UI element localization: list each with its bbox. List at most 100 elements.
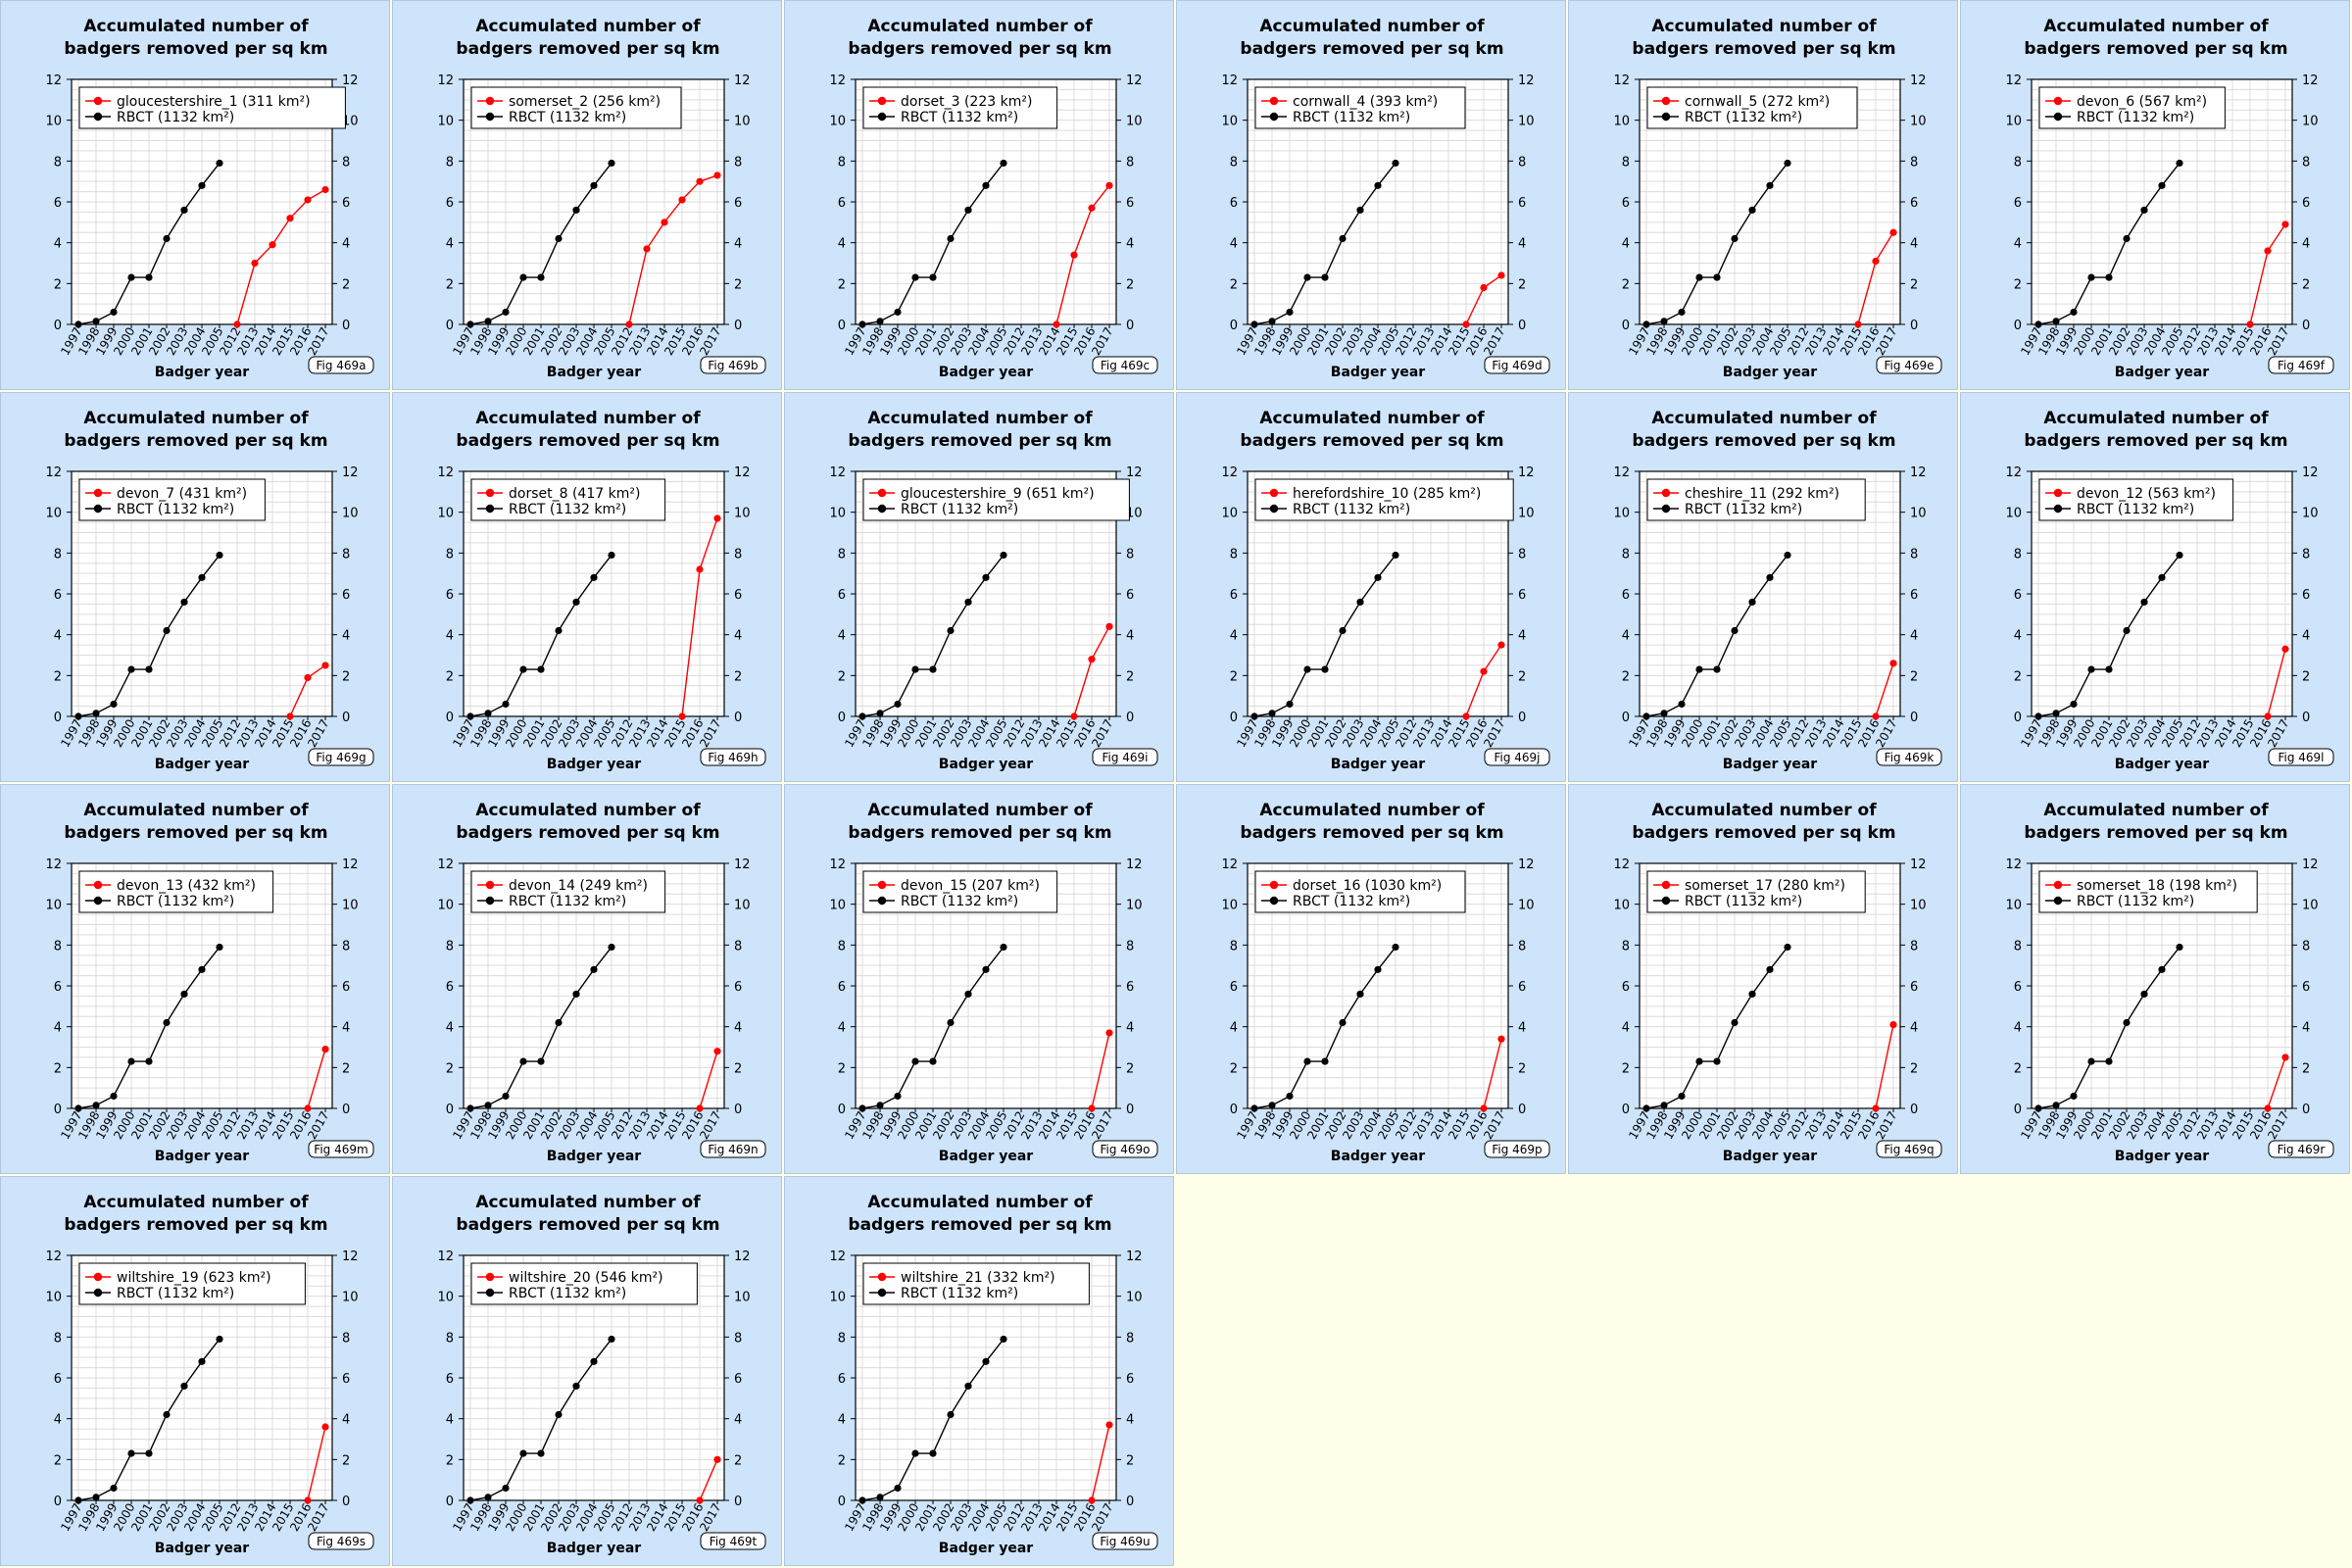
legend-marker [1269,896,1279,906]
data-point [321,1045,329,1054]
figure-label-badge [1092,1140,1158,1158]
y-tick-label-right: 0 [1910,710,1918,725]
figure-label-badge [700,1532,766,1550]
data-point [1268,318,1276,325]
legend-box [862,478,1130,521]
y-tick-label-right: 4 [1126,1021,1134,1036]
x-axis-label: Badger year [939,365,1034,380]
x-axis-label: Badger year [2115,365,2210,380]
legend-label: devon_13 (432 km²) [117,878,256,894]
data-point [2087,665,2095,673]
data-point [1497,271,1505,279]
chart-title: Accumulated number of [2043,17,2269,36]
chart-title: badgers removed per sq km [456,431,719,451]
y-tick-label-right: 2 [342,1453,350,1468]
y-tick-label-left: 8 [54,547,62,562]
data-point [110,308,118,317]
chart-title: Accumulated number of [1651,801,1877,820]
data-point [127,273,135,281]
chart-title: badgers removed per sq km [848,431,1111,451]
data-point [572,990,580,998]
data-point [145,273,153,281]
y-tick-label-left: 0 [446,1102,454,1117]
y-tick-label-left: 10 [2005,899,2022,913]
y-tick-label-left: 8 [838,939,846,954]
legend-box [78,1262,306,1305]
data-point [2034,1104,2042,1112]
y-tick-label-right: 2 [1518,277,1526,292]
y-tick-label-left: 8 [1230,155,1238,170]
legend-marker [485,896,495,906]
data-point [947,1018,955,1027]
y-tick-label-left: 8 [1622,939,1630,954]
chart-title: badgers removed per sq km [1632,823,1895,843]
y-tick-label-left: 2 [1622,277,1630,292]
data-point [608,1335,615,1344]
y-tick-label-left: 4 [1622,237,1630,252]
data-point [1339,234,1347,243]
y-tick-label-left: 10 [1613,115,1630,129]
legend-marker [485,880,495,890]
data-point [1695,273,1703,281]
data-point [1053,320,1060,328]
data-point [1854,320,1862,328]
data-point [947,1410,955,1419]
y-tick-label-right: 12 [1126,1250,1143,1264]
chart-title: badgers removed per sq km [848,39,1111,59]
y-tick-label-right: 12 [734,466,751,480]
legend-label: cornwall_4 (393 km²) [1293,94,1438,110]
y-tick-label-right: 2 [342,669,350,684]
y-tick-label-right: 6 [2302,196,2310,211]
data-point [519,1449,527,1457]
data-point [2052,318,2060,325]
y-tick-label-left: 6 [1230,980,1238,995]
data-point [964,1382,972,1390]
legend-label: herefordshire_10 (285 km²) [1293,486,1481,502]
data-point [1250,320,1258,328]
chart-title: badgers removed per sq km [64,823,327,843]
data-point [74,712,82,720]
data-point [2176,551,2183,560]
data-point [590,965,598,973]
y-tick-label-right: 4 [734,237,742,252]
data-point [1766,181,1774,189]
data-point [678,712,686,720]
figure-label-badge [308,1140,374,1158]
data-point [911,1057,919,1065]
data-point [1713,665,1721,673]
data-point [2052,710,2060,717]
data-point [269,241,276,249]
data-point [1070,712,1078,720]
legend-marker [2053,880,2063,890]
legend-label: RBCT (1132 km²) [1293,502,1410,517]
y-tick-label-left: 6 [1622,588,1630,603]
data-point [537,665,545,673]
data-point [696,177,704,185]
chart-svg: Accumulated number of badgers removed per… [829,409,1158,772]
y-tick-label-left: 12 [1613,858,1630,872]
data-point [713,172,721,179]
data-point [1480,283,1488,292]
y-tick-label-left: 8 [2014,155,2022,170]
x-axis-label: Badger year [1723,757,1818,772]
data-point [1889,660,1897,667]
y-tick-label-right: 2 [342,277,350,292]
data-point [466,1104,474,1112]
y-tick-label-left: 12 [45,466,62,480]
x-axis-label: Badger year [155,757,250,772]
y-tick-label-right: 2 [2302,277,2310,292]
y-tick-label-left: 4 [54,237,62,252]
y-tick-label-left: 4 [1622,1021,1630,1036]
data-point [2176,943,2183,952]
data-point [1889,1020,1897,1029]
y-tick-label-left: 10 [829,1291,846,1305]
data-point [2176,159,2183,168]
series-line [1091,1032,1110,1109]
figure-label-badge [700,748,766,766]
data-point [502,1092,510,1101]
legend-label: RBCT (1132 km²) [1685,502,1802,517]
y-tick-label-right: 0 [2302,318,2310,333]
y-tick-label-right: 2 [1910,277,1918,292]
legend-label: cheshire_11 (292 km²) [1685,486,1839,502]
figure-label: Fig 469s [317,1535,366,1548]
